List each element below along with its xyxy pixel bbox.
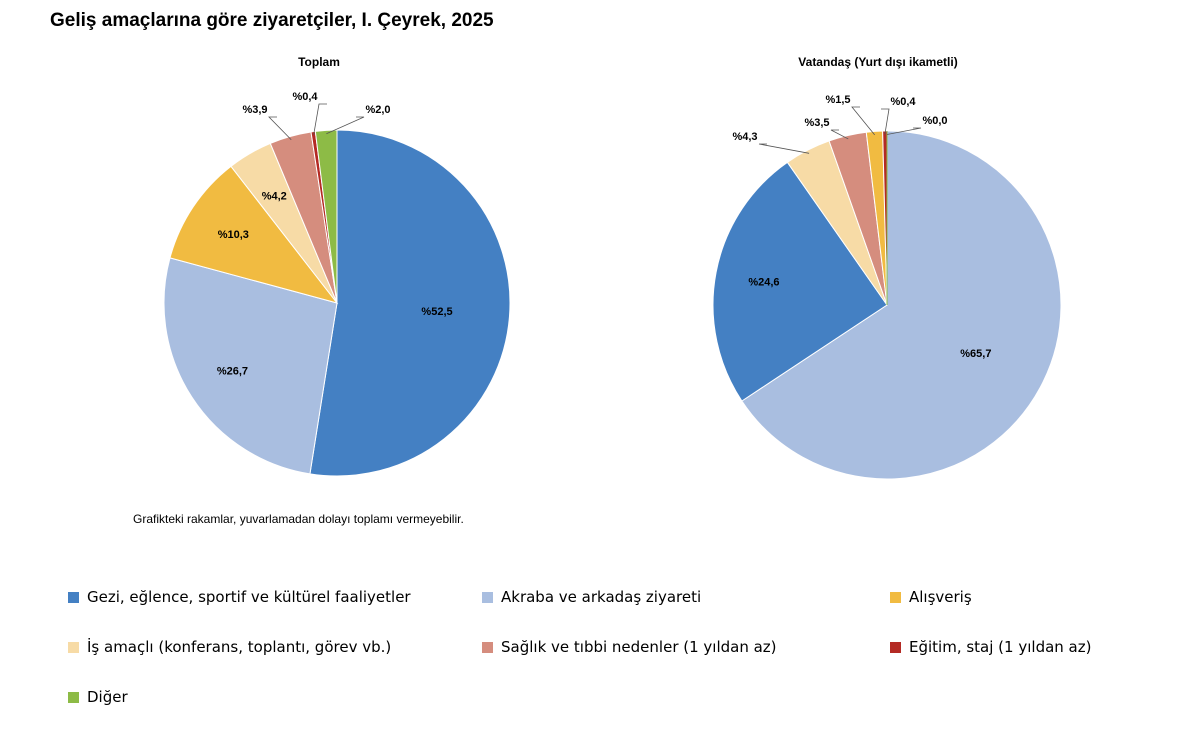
pie-slice-gezi (712, 161, 888, 402)
callout-line-is (758, 143, 810, 154)
pie-slice-gezi (309, 129, 511, 477)
legend-swatch-gezi (68, 591, 79, 603)
legend-swatch-saglik (482, 641, 493, 653)
callout-line-egitim (313, 103, 327, 136)
pie-charts: Toplam %52,5 %26,7 %10,3 %4,2 %3,9 %0,4 %2,0 Vat… (163, 55, 1062, 480)
data-label-alisveris: %1,5 (825, 94, 850, 106)
footnote: Grafikteki rakamlar, yuvarlamadan dolayı… (133, 512, 464, 526)
legend-item-alisveris: Alışveriş (890, 588, 972, 606)
legend-label-alisveris: Alışveriş (909, 588, 972, 606)
callout-line-saglik (830, 129, 849, 140)
legend-swatch-alisveris (890, 591, 901, 603)
legend-label-diger: Diğer (87, 688, 128, 706)
legend-swatch-is (68, 641, 79, 653)
page-title: Geliş amaçlarına göre ziyaretçiler, I. Ç… (50, 10, 494, 31)
legend-label-egitim: Eğitim, staj (1 yıldan az) (909, 638, 1092, 656)
data-label-diger: %2,0 (365, 104, 390, 116)
callout-line-diger (326, 116, 365, 135)
callout-line-saglik (268, 116, 292, 141)
chart-title: Vatandaş (Yurt dışı ikametli) (798, 55, 957, 69)
chart-title: Toplam (298, 55, 340, 69)
legend-item-saglik: Sağlık ve tıbbi nedenler (1 yıldan az) (482, 638, 777, 656)
data-label-akraba: %65,7 (960, 348, 991, 360)
data-label-saglik: %3,5 (804, 117, 829, 129)
data-label-gezi: %24,6 (748, 277, 779, 289)
data-label-gezi: %52,5 (421, 306, 452, 318)
data-label-is: %4,2 (262, 190, 287, 202)
pie-slice-akraba (741, 130, 1062, 480)
legend-swatch-egitim (890, 641, 901, 653)
data-label-is: %4,3 (732, 131, 757, 143)
callout-line-alisveris (851, 106, 875, 136)
data-label-egitim: %0,4 (292, 91, 318, 103)
legend-item-gezi: Gezi, eğlence, sportif ve kültürel faali… (68, 588, 411, 606)
callout-line-egitim (881, 108, 890, 135)
pie-slice-alisveris (169, 165, 339, 304)
legend-item-egitim: Eğitim, staj (1 yıldan az) (890, 638, 1091, 656)
legend-label-saglik: Sağlık ve tıbbi nedenler (1 yıldan az) (501, 638, 777, 656)
legend-item-akraba: Akraba ve arkadaş ziyareti (482, 588, 701, 606)
legend-item-diger: Diğer (68, 688, 128, 706)
legend-item-is: İş amaçlı (konferans, toplantı, görev vb… (68, 638, 391, 656)
legend-swatch-diger (68, 691, 79, 703)
data-label-alisveris: %10,3 (218, 229, 249, 241)
data-label-diger: %0,0 (922, 115, 947, 127)
pie-slice-diger (314, 129, 338, 304)
data-label-akraba: %26,7 (217, 366, 248, 378)
legend-label-gezi: Gezi, eğlence, sportif ve kültürel faali… (87, 588, 411, 606)
legend-swatch-akraba (482, 591, 493, 603)
data-label-egitim: %0,4 (890, 96, 916, 108)
legend-label-akraba: Akraba ve arkadaş ziyareti (501, 588, 702, 606)
pie-slice-akraba (163, 257, 338, 475)
callout-line-diger (886, 127, 922, 135)
data-label-saglik: %3,9 (242, 104, 267, 116)
legend-label-is: İş amaçlı (konferans, toplantı, görev vb… (87, 638, 392, 656)
